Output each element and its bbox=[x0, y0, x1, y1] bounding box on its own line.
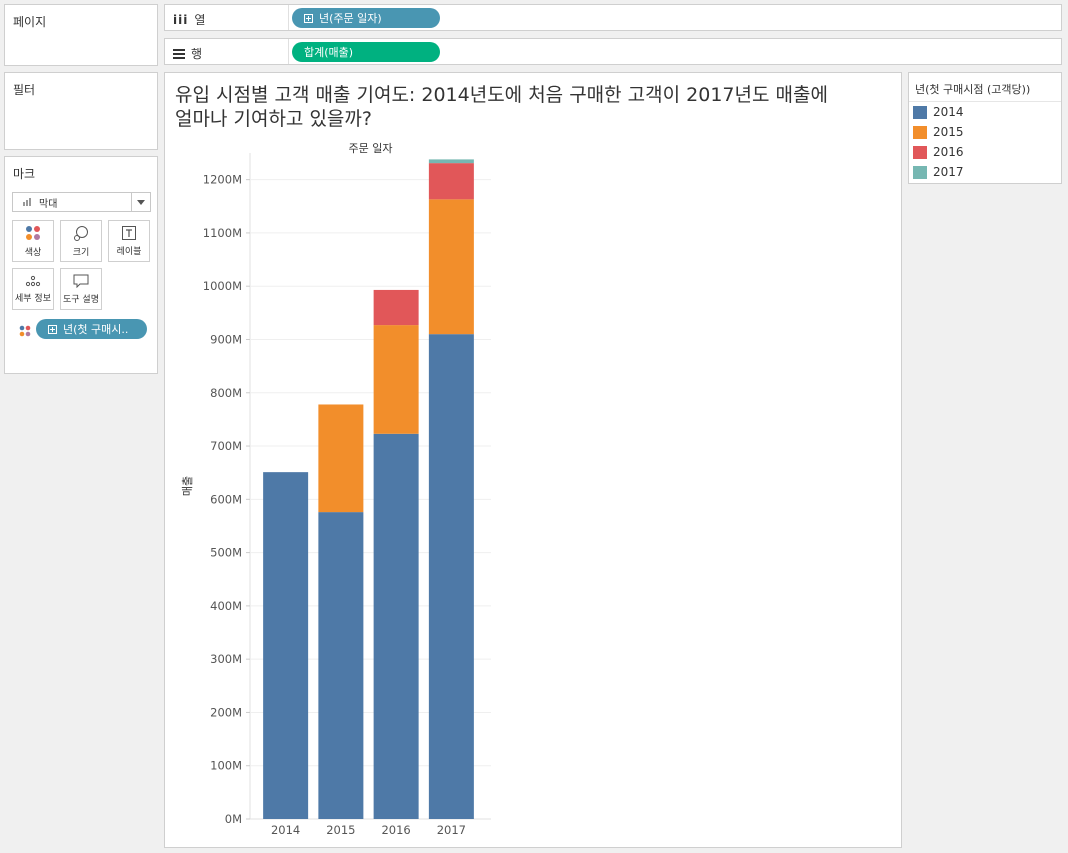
size-icon bbox=[74, 225, 88, 241]
chevron-down-icon[interactable] bbox=[131, 193, 150, 211]
tooltip-mark-button[interactable]: 도구 설명 bbox=[60, 268, 102, 310]
columns-pill[interactable]: 년(주문 일자) bbox=[292, 8, 440, 28]
x-tick-label: 2016 bbox=[381, 823, 410, 837]
tooltip-icon bbox=[73, 274, 89, 288]
color-field-pill[interactable]: 년(첫 구매시.. bbox=[36, 319, 147, 339]
columns-shelf: iii 열 년(주문 일자) bbox=[164, 4, 1062, 31]
y-tick-label: 400M bbox=[210, 599, 242, 613]
color-legend: 년(첫 구매시점 (고객당)) 2014 2015 2016 2017 bbox=[908, 72, 1062, 184]
size-mark-button[interactable]: 크기 bbox=[60, 220, 102, 262]
bar-segment bbox=[428, 163, 474, 200]
view-title-line-2: 얼마나 기여하고 있을까? bbox=[175, 108, 372, 130]
mark-type-dropdown[interactable]: 막대 bbox=[12, 192, 151, 212]
y-tick-label: 100M bbox=[210, 759, 242, 773]
bar-chart-icon bbox=[23, 198, 31, 206]
y-tick-label: 1100M bbox=[203, 226, 242, 240]
shelf-divider bbox=[288, 39, 289, 64]
legend-item[interactable]: 2016 bbox=[913, 145, 964, 159]
legend-item[interactable]: 2015 bbox=[913, 125, 964, 139]
y-tick-label: 1000M bbox=[203, 279, 242, 293]
y-tick-label: 0M bbox=[225, 812, 242, 826]
rows-shelf: 행 합계(매출) bbox=[164, 38, 1062, 65]
legend-item-label: 2016 bbox=[933, 145, 964, 159]
legend-item[interactable]: 2017 bbox=[913, 165, 964, 179]
y-tick-label: 800M bbox=[210, 386, 242, 400]
detail-button-label: 세부 정보 bbox=[15, 293, 51, 304]
legend-swatch bbox=[913, 105, 927, 119]
filters-panel[interactable]: 필터 bbox=[4, 72, 158, 150]
rows-icon bbox=[173, 48, 185, 59]
columns-icon: iii bbox=[173, 12, 189, 27]
legend-item-label: 2017 bbox=[933, 165, 964, 179]
y-tick-label: 900M bbox=[210, 332, 242, 346]
shelf-divider bbox=[288, 5, 289, 30]
pages-panel[interactable]: 페이지 bbox=[4, 4, 158, 66]
bar-segment bbox=[373, 325, 419, 434]
rows-pill[interactable]: 합계(매출) bbox=[292, 42, 440, 62]
y-tick-label: 600M bbox=[210, 492, 242, 506]
color-button-label: 색상 bbox=[24, 247, 42, 258]
column-header: 주문 일자 bbox=[349, 141, 393, 155]
legend-title: 년(첫 구매시점 (고객당)) bbox=[915, 83, 1031, 96]
tooltip-button-label: 도구 설명 bbox=[63, 294, 99, 305]
color-field-pill-label: 년(첫 구매시.. bbox=[63, 323, 129, 336]
x-tick-label: 2015 bbox=[326, 823, 355, 837]
label-button-label: 레이블 bbox=[116, 246, 142, 257]
expand-plus-icon[interactable] bbox=[48, 324, 57, 334]
pages-label: 페이지 bbox=[13, 15, 47, 29]
legend-item-label: 2014 bbox=[933, 105, 964, 119]
bar-segment bbox=[318, 512, 364, 819]
chart-view: 유입 시점별 고객 매출 기여도: 2014년도에 처음 구매한 고객이 201… bbox=[164, 72, 902, 848]
text-label-icon bbox=[122, 225, 136, 240]
stacked-bar-chart: 주문 일자 0M 100M 200M 300M 400M 500M 600M 700M 800M 9… bbox=[181, 141, 491, 837]
columns-shelf-label: 열 bbox=[194, 13, 206, 27]
expand-plus-icon[interactable] bbox=[304, 13, 313, 23]
filters-label: 필터 bbox=[13, 83, 36, 97]
size-button-label: 크기 bbox=[72, 247, 90, 258]
legend-title-divider bbox=[909, 101, 1061, 102]
detail-icon bbox=[25, 275, 41, 286]
view-title-line-1: 유입 시점별 고객 매출 기여도: 2014년도에 처음 구매한 고객이 201… bbox=[175, 84, 828, 106]
bar-segment bbox=[428, 334, 474, 819]
legend-item-label: 2015 bbox=[933, 125, 964, 139]
rows-shelf-label: 행 bbox=[191, 47, 203, 61]
label-mark-button[interactable]: 레이블 bbox=[108, 220, 150, 262]
color-icon bbox=[26, 225, 40, 240]
bar-segment bbox=[428, 199, 474, 335]
legend-item[interactable]: 2014 bbox=[913, 105, 964, 119]
legend-swatch bbox=[913, 145, 927, 159]
bar-segment bbox=[428, 159, 474, 164]
bar-segment bbox=[373, 433, 419, 819]
marks-title: 마크 bbox=[13, 167, 36, 181]
y-tick-label: 500M bbox=[210, 546, 242, 560]
rows-shelf-header: 행 bbox=[173, 45, 202, 62]
bar-segment bbox=[373, 289, 419, 326]
color-encoding-icon bbox=[19, 322, 31, 341]
y-tick-label: 700M bbox=[210, 439, 242, 453]
y-tick-label: 1200M bbox=[203, 173, 242, 187]
x-tick-label: 2014 bbox=[271, 823, 300, 837]
rows-pill-label: 합계(매출) bbox=[304, 46, 354, 59]
mark-type-label: 막대 bbox=[39, 198, 58, 210]
x-tick-label: 2017 bbox=[437, 823, 466, 837]
marks-panel: 마크 막대 색상 크기 레이블 bbox=[4, 156, 158, 374]
bar-segment bbox=[318, 404, 364, 513]
columns-shelf-header: iii 열 bbox=[173, 11, 205, 28]
legend-swatch bbox=[913, 125, 927, 139]
y-tick-label: 200M bbox=[210, 705, 242, 719]
y-tick-label: 300M bbox=[210, 652, 242, 666]
legend-swatch bbox=[913, 165, 927, 179]
y-axis-title: 매출 bbox=[181, 476, 194, 496]
detail-mark-button[interactable]: 세부 정보 bbox=[12, 268, 54, 310]
bar-segment bbox=[263, 472, 309, 819]
view-title: 유입 시점별 고객 매출 기여도: 2014년도에 처음 구매한 고객이 201… bbox=[175, 83, 895, 131]
color-mark-button[interactable]: 색상 bbox=[12, 220, 54, 262]
columns-pill-label: 년(주문 일자) bbox=[319, 12, 382, 25]
